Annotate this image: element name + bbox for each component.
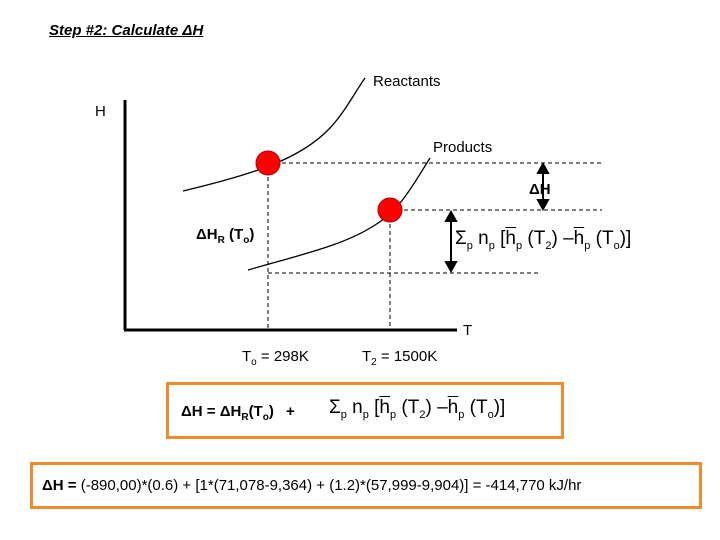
- page-title: Step #2: Calculate ΔH: [49, 22, 204, 39]
- reactants-curve: [182, 77, 366, 192]
- result-box: ΔH = (-890,00)*(0.6) + [1*(71,078-9,364)…: [30, 462, 702, 509]
- result-equation: ΔH = (-890,00)*(0.6) + [1*(71,078-9,364)…: [42, 477, 582, 494]
- sensible-heat-expression: Σp np [hp (T2) –hp (To)]: [455, 228, 632, 252]
- equation-sum-expression: Σp np [hp (T2) –hp (To)]: [329, 397, 506, 421]
- product-state-marker: [377, 197, 403, 223]
- products-curve: [247, 157, 431, 271]
- t0-label: To = 298K: [242, 348, 309, 368]
- y-axis-label: H: [95, 103, 106, 120]
- equation-box: ΔH = ΔHR(To) + Σp np [hp (T2) –hp (To)]: [166, 382, 564, 439]
- reactant-state-marker: [255, 150, 281, 176]
- delta-h-label: ΔH: [529, 181, 551, 198]
- sensible-heat-arrow: [444, 209, 458, 274]
- equation-lhs: ΔH = ΔHR(To) +: [181, 403, 295, 423]
- t2-label: T2 = 1500K: [362, 348, 438, 368]
- delta-h-arrow: [536, 161, 550, 212]
- products-label: Products: [433, 139, 493, 156]
- reactants-label: Reactants: [373, 73, 441, 90]
- x-axis-label: T: [463, 322, 473, 339]
- delta-hr-label: ΔHR (To): [196, 226, 255, 246]
- sigma-symbol: Σ: [455, 228, 467, 249]
